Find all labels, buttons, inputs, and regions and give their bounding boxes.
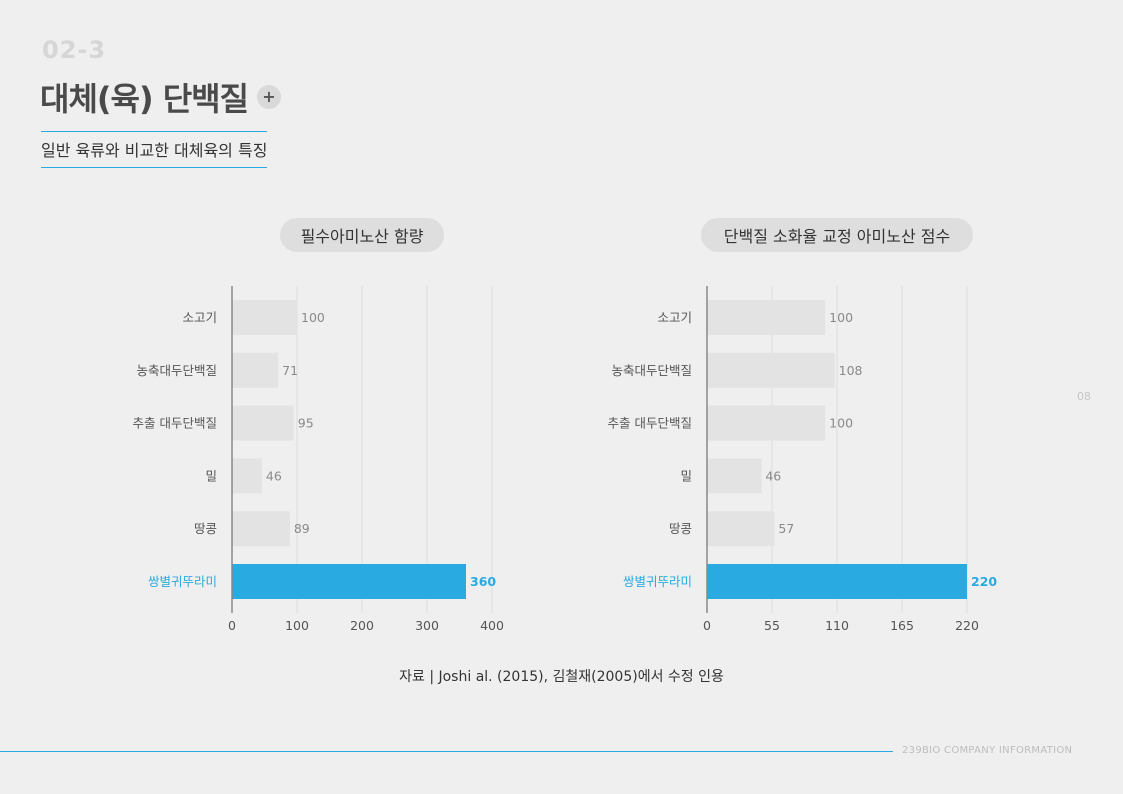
data-label: 360 (470, 574, 496, 589)
data-label: 100 (829, 310, 853, 325)
x-tick-label: 110 (825, 618, 849, 633)
x-tick-label: 100 (285, 618, 309, 633)
data-label: 108 (839, 363, 863, 378)
category-label: 쌍별귀뚜라미 (623, 574, 692, 589)
x-tick-label: 165 (890, 618, 914, 633)
bar (707, 405, 826, 441)
bar (707, 564, 967, 599)
bar (232, 458, 262, 494)
x-tick-label: 400 (480, 618, 504, 633)
category-label: 쌍별귀뚜라미 (148, 574, 217, 589)
x-tick-label: 200 (350, 618, 374, 633)
category-label: 소고기 (182, 310, 217, 325)
bar (232, 564, 466, 599)
category-label: 농축대두단백질 (611, 363, 692, 378)
page-subtitle: 일반 육류와 비교한 대체육의 특징 (41, 131, 268, 168)
footer-company: 239BIO COMPANY INFORMATION (902, 745, 1073, 756)
category-label: 소고기 (657, 310, 692, 325)
bar (707, 300, 826, 335)
data-label: 220 (971, 574, 997, 589)
data-label: 89 (294, 521, 310, 536)
bar (232, 511, 290, 547)
bar (232, 300, 297, 335)
bar (707, 511, 775, 547)
category-label: 땅콩 (194, 521, 217, 536)
data-label: 71 (282, 363, 298, 378)
data-label: 100 (829, 416, 853, 431)
data-label: 95 (298, 416, 314, 431)
x-tick-label: 220 (955, 618, 979, 633)
category-label: 밀 (680, 468, 692, 483)
footer-divider (0, 751, 893, 752)
data-label: 46 (266, 468, 282, 483)
bar (707, 352, 835, 388)
source-note: 자료 | Joshi al. (2015), 김철재(2005)에서 수정 인용 (399, 669, 724, 685)
category-label: 추출 대두단백질 (133, 416, 217, 431)
category-label: 밀 (205, 468, 217, 483)
side-page-number: 08 (1077, 390, 1091, 403)
bar (707, 458, 762, 494)
x-tick-label: 0 (228, 618, 236, 633)
section-number: 02-3 (42, 36, 107, 64)
bar (232, 352, 279, 388)
x-tick-label: 55 (764, 618, 780, 633)
data-label: 100 (301, 310, 325, 325)
data-label: 46 (765, 468, 781, 483)
chart-title-essential-amino-acid: 필수아미노산 함량 (280, 218, 444, 252)
page-title: 대체(육) 단백질 (40, 80, 249, 118)
data-label: 57 (778, 521, 794, 536)
x-tick-label: 0 (703, 618, 711, 633)
category-label: 추출 대두단백질 (608, 416, 692, 431)
category-label: 땅콩 (669, 521, 692, 536)
bar (232, 405, 294, 441)
category-label: 농축대두단백질 (136, 363, 217, 378)
x-tick-label: 300 (415, 618, 439, 633)
chart-title-pdcaas: 단백질 소화율 교정 아미노산 점수 (701, 218, 973, 252)
expand-button[interactable]: + (257, 85, 281, 109)
